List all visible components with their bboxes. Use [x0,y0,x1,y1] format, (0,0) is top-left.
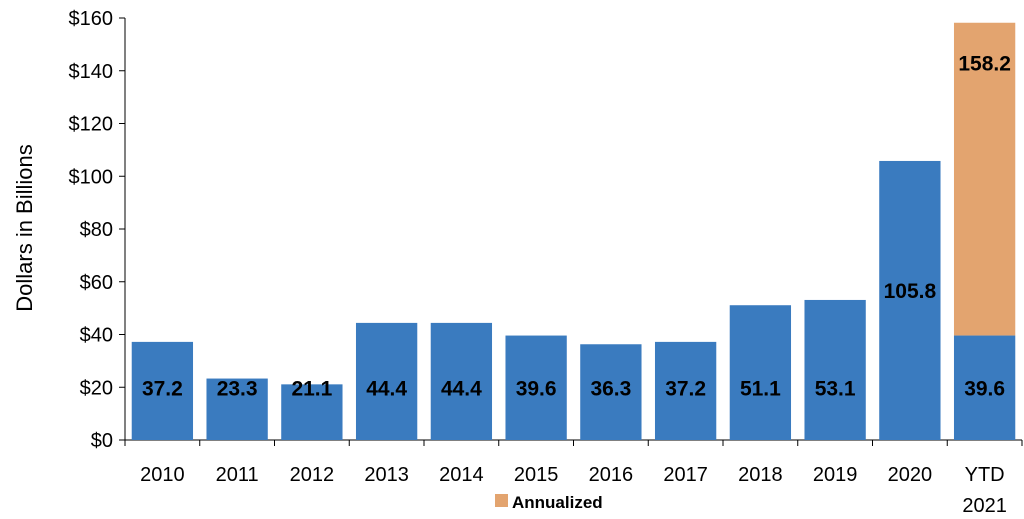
data-label: 21.1 [291,377,332,400]
y-tick-label: $140 [69,61,114,83]
y-tick-label: $160 [69,8,114,30]
chart-bars [131,22,1016,440]
data-label: 105.8 [884,280,937,303]
y-tick-label: $60 [80,272,113,294]
bar-2020 [879,160,941,440]
y-tick-label: $80 [80,219,113,241]
data-label: 44.4 [366,377,407,400]
data-label-annualized: 158.2 [958,52,1011,75]
data-label: 23.3 [217,377,258,400]
y-tick-label: $40 [80,325,113,347]
chart-data-labels: 37.2 23.3 21.1 44.4 44.4 39.6 36.3 37.2 51.1 53.1… [142,52,1011,400]
bar-2010 [131,341,194,440]
chart-legend: Annualized [495,493,603,512]
x-tick-label: 2011 [216,464,259,486]
data-label: 37.2 [665,377,706,400]
y-tick-label: $120 [69,114,114,136]
bar-2019 [804,299,866,440]
y-axis-title: Dollars in Billions [12,144,37,312]
bar-2012 [281,384,343,440]
y-tick-label: $20 [80,377,113,399]
bar-2018 [729,305,792,440]
bar-2016 [580,344,642,440]
y-tick-label: $0 [91,430,113,452]
bar-annualized [953,22,1016,336]
x-tick-label: 2010 [140,464,185,486]
bar-2015 [505,335,567,440]
bar-2011 [206,378,268,440]
data-label: 51.1 [740,377,781,400]
data-label: 36.3 [590,377,631,400]
x-tick-label: 2020 [888,464,933,486]
legend-swatch-annualized [495,494,508,507]
x-tick-label: 2012 [290,464,335,486]
x-tick-label: 2014 [439,464,484,486]
data-label: 53.1 [815,377,856,400]
bar-2013 [355,322,418,440]
y-tick-label: $100 [69,166,114,188]
chart-axes: $0 $20 $40 $60 $80 $100 $120 $140 $160 2010 2011 20… [69,8,1023,517]
x-tick-label: 2021 [962,495,1007,517]
legend-label-annualized: Annualized [512,493,603,512]
x-tick-label: 2019 [813,464,858,486]
bar-2014 [430,322,493,440]
bar-2017 [654,341,717,440]
data-label: 44.4 [441,377,482,400]
x-tick-label: 2013 [364,464,409,486]
data-label: 37.2 [142,377,183,400]
x-tick-label: 2016 [589,464,634,486]
x-tick-label: 2017 [663,464,708,486]
data-label: 39.6 [516,377,557,400]
data-label: 39.6 [964,377,1005,400]
x-tick-label: 2018 [738,464,783,486]
x-tick-label: 2015 [514,464,559,486]
x-tick-label: YTD [965,464,1005,486]
bar-ytd-2021 [953,335,1016,440]
